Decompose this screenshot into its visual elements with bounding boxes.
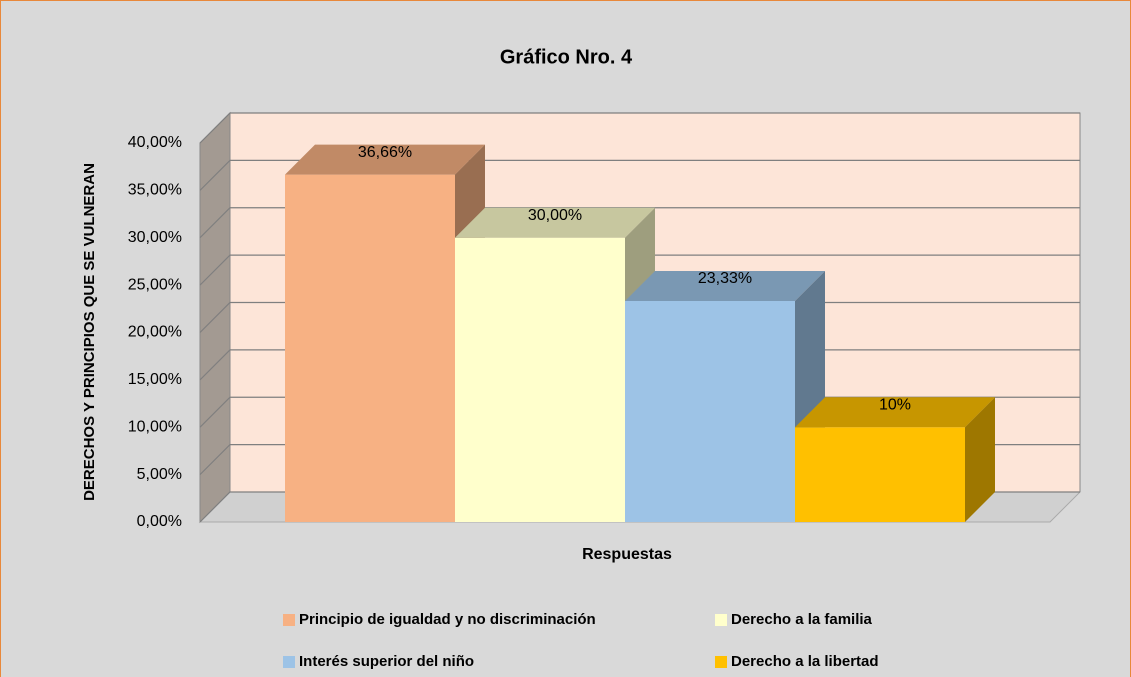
data-label: 30,00% (528, 207, 582, 224)
data-label: 23,33% (698, 270, 752, 287)
grid-line (199, 112, 1080, 144)
grid-line (199, 159, 1080, 191)
bar-top (455, 207, 655, 238)
y-tick-label: 5,00% (137, 466, 182, 483)
y-axis-label: DERECHOS Y PRINCIPIOS QUE SE VULNERAN (81, 163, 98, 501)
y-tick-label: 10,00% (128, 418, 182, 435)
y-tick-label: 25,00% (128, 276, 182, 293)
bar-top (625, 270, 825, 301)
legend-label: Interés superior del niño (299, 653, 474, 670)
bar-front (455, 237, 625, 522)
bar-side (965, 397, 995, 522)
data-label: 10% (879, 396, 911, 413)
y-tick-label: 35,00% (128, 182, 182, 199)
x-axis-label: Respuestas (582, 546, 672, 563)
chart-title: Gráfico Nro. 4 (500, 46, 633, 68)
legend-swatch (283, 614, 295, 626)
y-tick-label: 15,00% (128, 371, 182, 388)
y-tick-label: 40,00% (128, 134, 182, 151)
grid-line (199, 207, 1080, 239)
y-tick-label: 20,00% (128, 324, 182, 341)
data-label: 36,66% (358, 144, 412, 161)
bar-front (625, 300, 795, 522)
legend-swatch (715, 656, 727, 668)
y-tick-label: 30,00% (128, 229, 182, 246)
bar-top (795, 397, 995, 428)
legend-label: Derecho a la libertad (731, 653, 879, 670)
bar-front (285, 174, 455, 523)
legend-swatch (283, 656, 295, 668)
legend-label: Derecho a la familia (731, 611, 873, 628)
bar-top (285, 144, 485, 175)
legend-label: Principio de igualdad y no discriminació… (299, 611, 596, 628)
legend-swatch (715, 614, 727, 626)
y-tick-label: 0,00% (137, 513, 182, 530)
grid-line (199, 254, 1080, 286)
bar-front (795, 427, 965, 522)
